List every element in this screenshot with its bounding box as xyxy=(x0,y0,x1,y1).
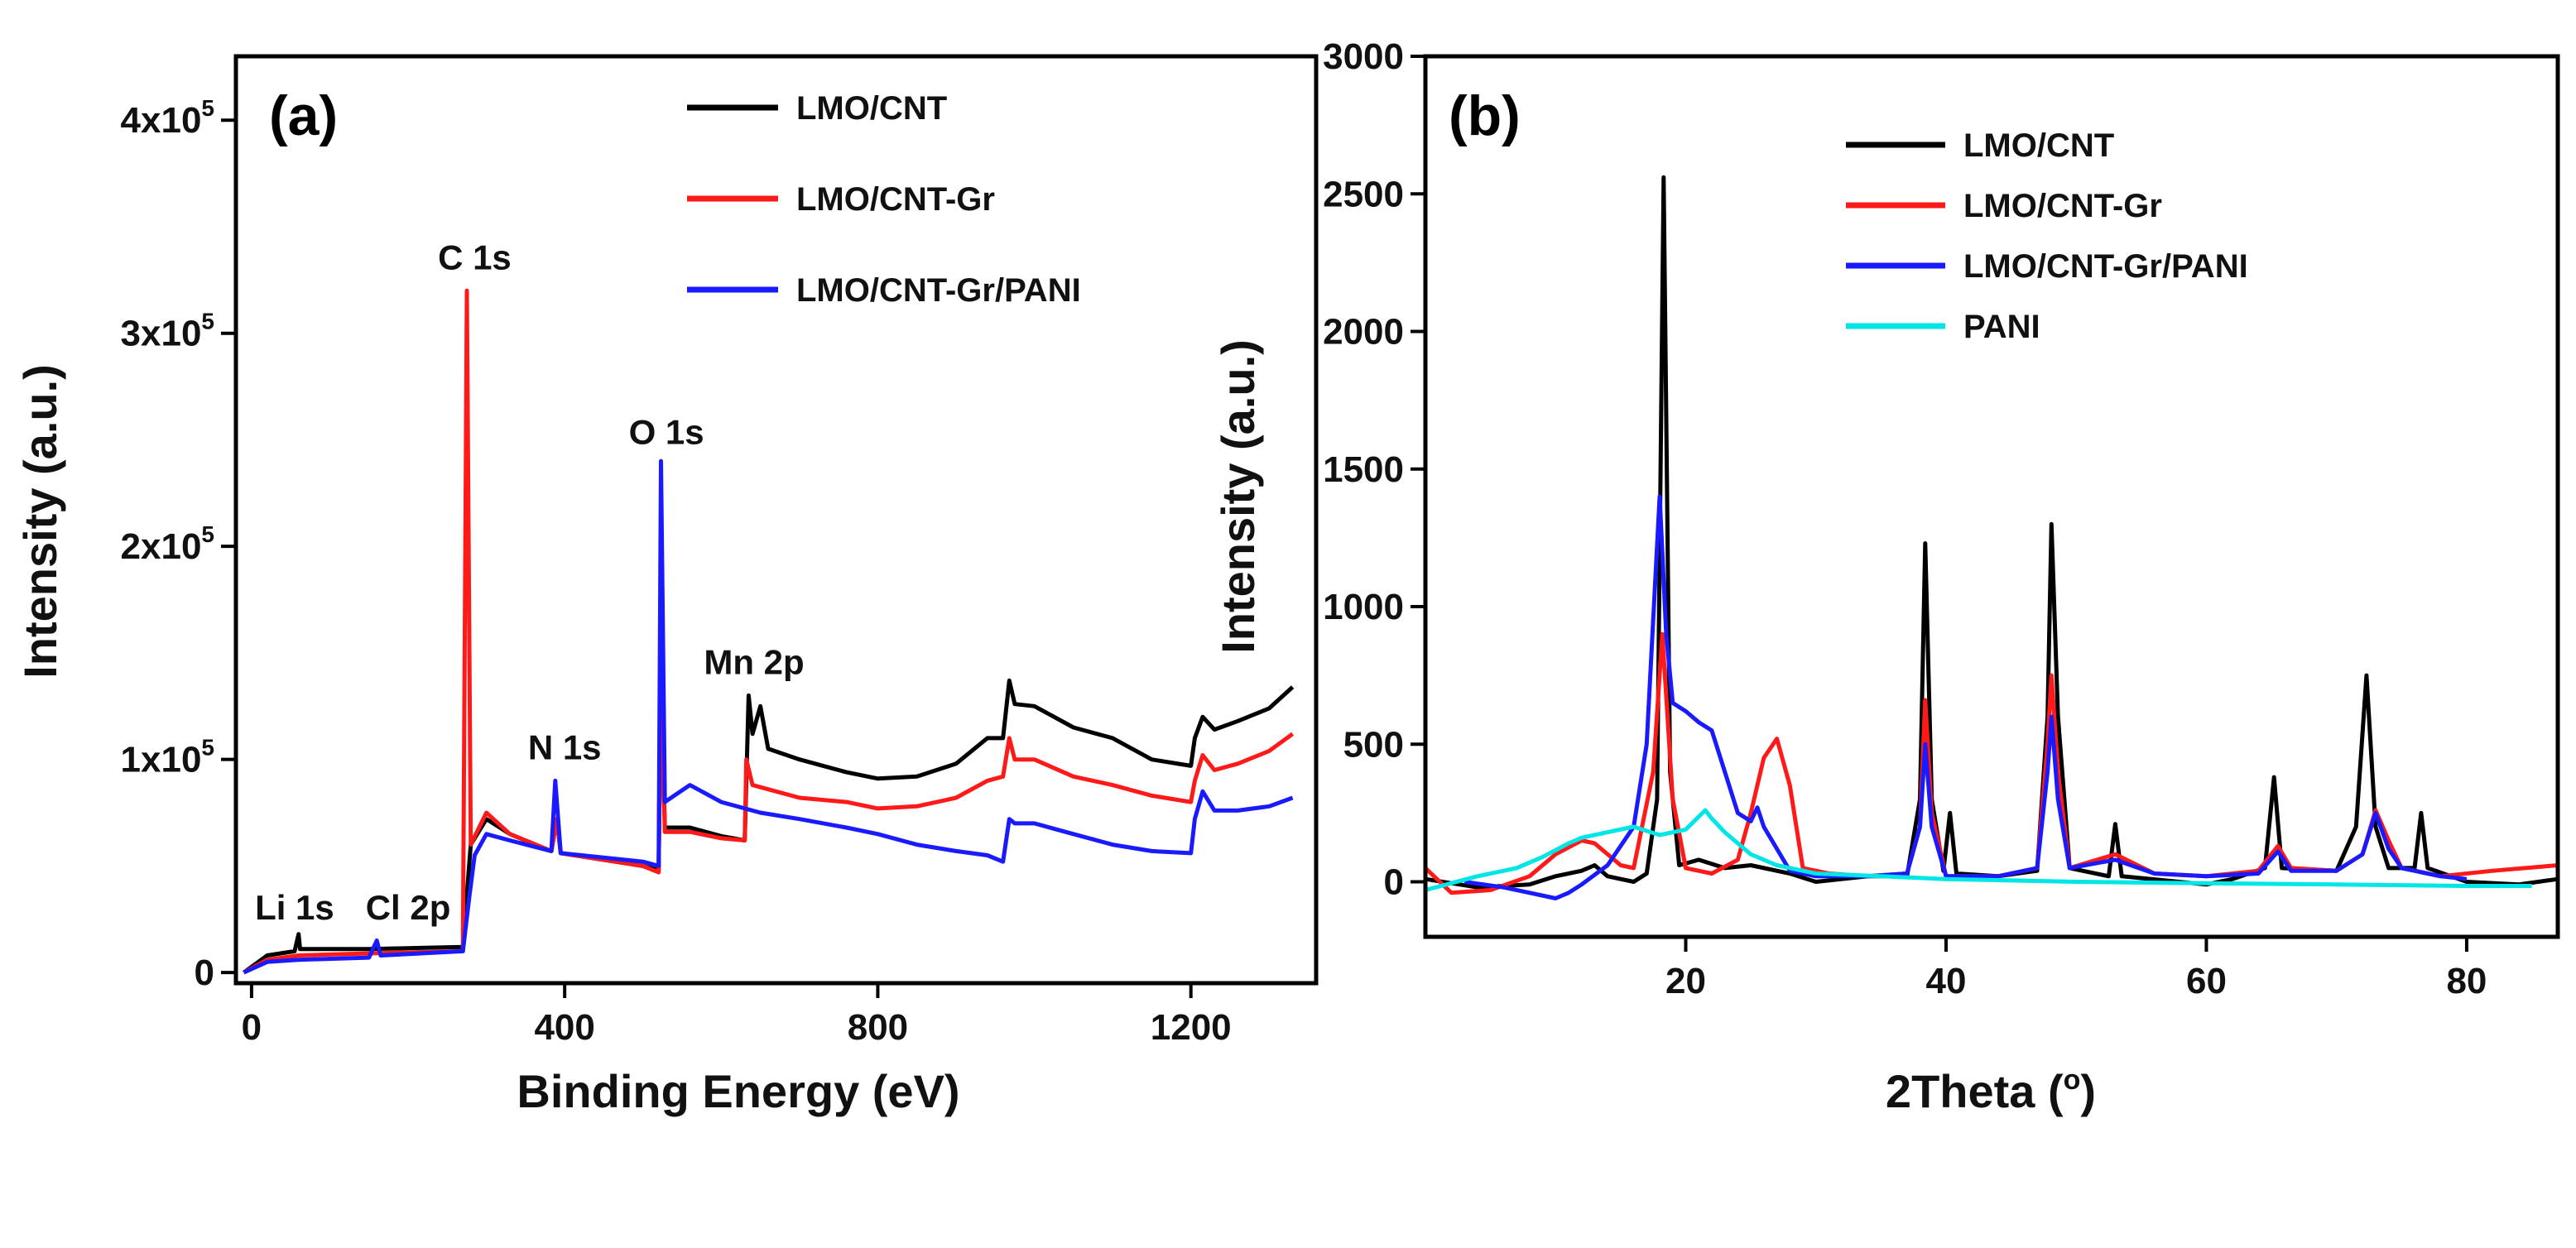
legend-entry: LMO/CNT-Gr xyxy=(1963,188,2162,224)
legend-entry: LMO/CNT-Gr xyxy=(796,181,995,218)
y-tick-label: 0 xyxy=(1384,862,1404,903)
x-axis-label-degree: o xyxy=(2064,1064,2081,1096)
series-line-lmo-cnt xyxy=(243,672,1295,975)
panel-label: (a) xyxy=(269,84,338,147)
peak-label: Li 1s xyxy=(255,888,334,927)
x-axis-label-close: ) xyxy=(2080,1065,2096,1117)
peak-label: C 1s xyxy=(438,238,512,276)
series-line-lmo-cnt-gr-pani xyxy=(1463,494,2468,900)
y-tick-label: 1000 xyxy=(1323,587,1404,627)
y-tick-mantissa: 4x10 xyxy=(121,100,202,141)
x-tick-label: 400 xyxy=(534,1007,594,1048)
panel-label: (b) xyxy=(1449,84,1521,147)
series-line-lmo-cnt xyxy=(1425,175,2559,890)
y-tick-label: 1500 xyxy=(1323,449,1404,490)
x-tick-label: 20 xyxy=(1665,961,1706,1001)
series-curves xyxy=(1424,175,2559,900)
legend: LMO/CNT LMO/CNT-Gr LMO/CNT-Gr/PANI xyxy=(687,90,1081,309)
y-tick-mantissa: 2x10 xyxy=(121,526,202,567)
y-tick-label: 4x105 xyxy=(121,95,214,141)
x-tick-label: 1200 xyxy=(1151,1007,1232,1048)
y-tick-exponent: 5 xyxy=(201,95,214,121)
peak-label: Cl 2p xyxy=(366,888,451,927)
peak-label: Mn 2p xyxy=(704,643,804,682)
y-axis-label: Intensity (a.u.) xyxy=(1212,339,1264,654)
y-tick-label: 1x105 xyxy=(121,735,214,780)
legend-entry: PANI xyxy=(1963,309,2040,345)
y-tick-exponent: 5 xyxy=(201,521,214,547)
x-tick-label: 60 xyxy=(2186,961,2227,1001)
y-tick-mantissa: 3x10 xyxy=(121,314,202,354)
series-curves xyxy=(243,288,1295,975)
y-tick-exponent: 5 xyxy=(201,735,214,761)
y-tick-label: 3000 xyxy=(1323,36,1404,77)
y-tick-label: 2000 xyxy=(1323,312,1404,353)
x-axis-ticks: 0 400 800 1200 xyxy=(242,983,1232,1048)
x-axis-ticks: 20 40 60 80 xyxy=(1665,937,2487,1001)
y-tick-label: 0 xyxy=(195,953,214,993)
legend-entry: LMO/CNT xyxy=(1963,127,2114,164)
peak-annotations: C 1s O 1s N 1s Mn 2p Li 1s Cl 2p xyxy=(255,238,805,926)
plot-frame xyxy=(233,54,1319,986)
series-line-lmo-cnt-gr-pani xyxy=(243,458,1294,975)
legend: LMO/CNT LMO/CNT-Gr LMO/CNT-Gr/PANI PANI xyxy=(1846,127,2248,345)
series-line-lmo-cnt-gr xyxy=(243,288,1295,975)
legend-entry: LMO/CNT-Gr/PANI xyxy=(1963,248,2248,285)
series-line-lmo-cnt-gr xyxy=(1424,631,2559,895)
y-axis-ticks: 0 500 1000 1500 2000 2500 3000 xyxy=(1323,36,1425,903)
y-tick-mantissa: 1x10 xyxy=(121,740,202,780)
y-tick-label: 2500 xyxy=(1323,174,1404,214)
legend-entry: LMO/CNT xyxy=(796,90,947,127)
legend-entry: LMO/CNT-Gr/PANI xyxy=(796,272,1081,309)
x-axis-label: 2Theta (o) xyxy=(1886,1064,2096,1117)
x-tick-label: 0 xyxy=(242,1007,262,1048)
series-line-pani xyxy=(1425,808,2532,892)
y-tick-exponent: 5 xyxy=(201,309,214,334)
x-tick-label: 80 xyxy=(2446,961,2487,1001)
y-tick-label: 3x105 xyxy=(121,309,214,354)
peak-label: N 1s xyxy=(528,728,602,767)
x-tick-label: 40 xyxy=(1925,961,1966,1001)
y-tick-label: 500 xyxy=(1343,724,1404,765)
x-axis-label: Binding Energy (eV) xyxy=(517,1065,959,1117)
y-axis-label: Intensity (a.u.) xyxy=(14,364,66,679)
x-tick-label: 800 xyxy=(848,1007,908,1048)
peak-label: O 1s xyxy=(629,413,704,452)
x-axis-label-main: 2Theta ( xyxy=(1886,1065,2064,1117)
plot-frame xyxy=(1423,54,2560,939)
y-tick-label: 2x105 xyxy=(121,521,214,567)
xrd-pattern-chart: 0 500 1000 1500 2000 2500 3000 20 40 60 80 (b) 2T… xyxy=(1212,36,2560,1117)
